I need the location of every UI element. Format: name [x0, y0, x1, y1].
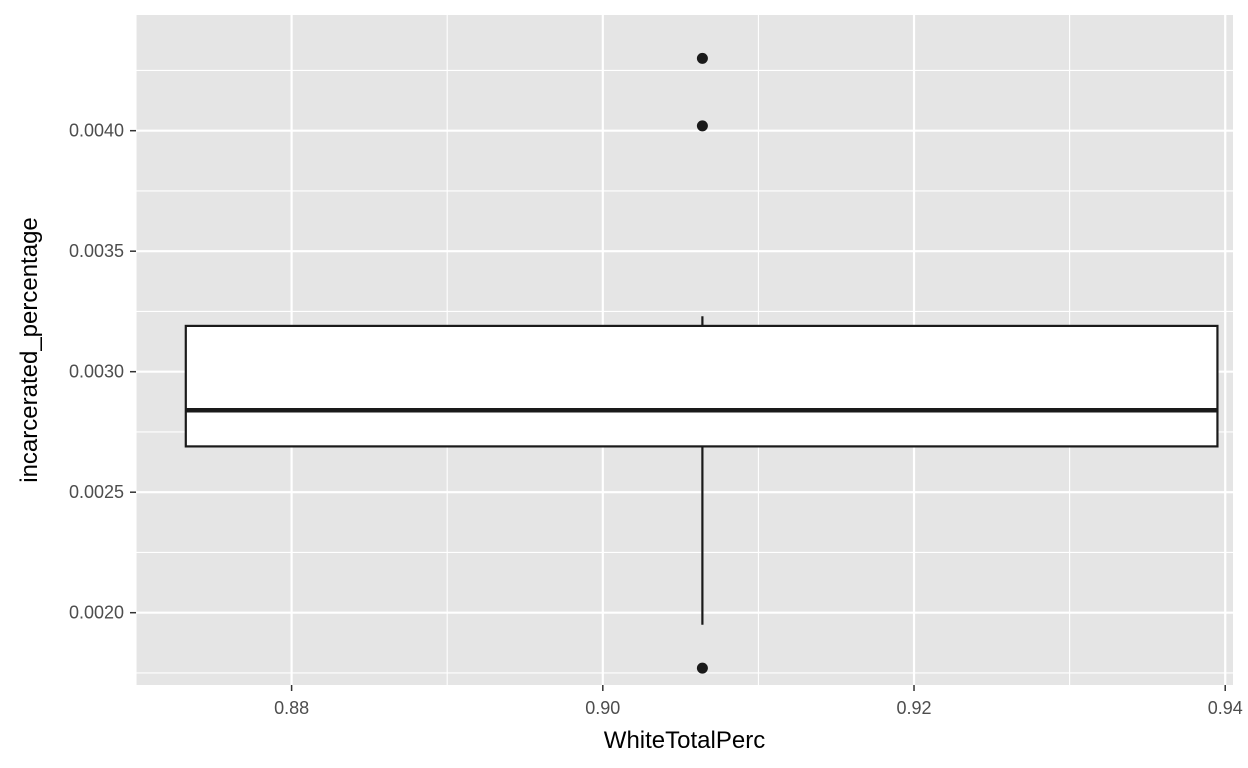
y-tick-label: 0.0040 — [69, 121, 124, 141]
outlier-point — [696, 662, 708, 674]
y-axis-ticks: 0.0020 0.0025 0.0030 0.0035 0.0040 — [69, 121, 136, 623]
box-iqr — [184, 324, 1219, 448]
y-axis-title: incarcerated_percentage — [16, 217, 43, 483]
x-axis-title: WhiteTotalPerc — [604, 727, 765, 754]
y-tick-label: 0.0030 — [69, 362, 124, 382]
x-tick-label: 0.94 — [1208, 698, 1243, 718]
y-tick-label: 0.0035 — [69, 241, 124, 261]
x-tick-label: 0.92 — [896, 698, 931, 718]
y-tick-label: 0.0025 — [69, 482, 124, 502]
outlier-point — [696, 52, 708, 64]
x-axis-ticks: 0.88 0.90 0.92 0.94 — [274, 685, 1243, 718]
x-tick-label: 0.90 — [585, 698, 620, 718]
outlier-point — [696, 120, 708, 132]
x-tick-label: 0.88 — [274, 698, 309, 718]
box-layer — [184, 52, 1219, 674]
y-tick-label: 0.0020 — [69, 603, 124, 623]
